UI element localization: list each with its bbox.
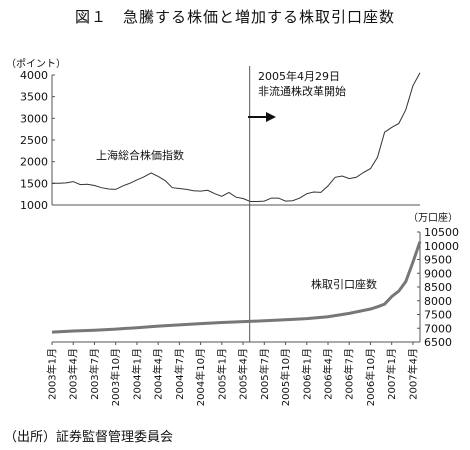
x-tick-label: 2006年10月 <box>364 348 377 406</box>
bottom-y-tick-label: 8000 <box>424 295 452 308</box>
x-tick-label: 2003年7月 <box>88 348 101 400</box>
top-y-tick-label: 4000 <box>20 69 48 82</box>
bottom-y-tick-label: 9000 <box>424 267 452 280</box>
top-y-tick-label: 2000 <box>20 156 48 169</box>
event-date-label: 2005年4月29日 <box>258 69 340 83</box>
x-tick-label: 2007年1月 <box>385 348 398 400</box>
series-label-accounts: 株取引口座数 <box>311 277 377 291</box>
x-tick-label: 2004年7月 <box>173 348 186 400</box>
top-y-tick-label: 3500 <box>20 91 48 104</box>
series-line-accounts <box>51 241 422 334</box>
top-y-tick-label: 1000 <box>20 199 48 212</box>
top-y-tick-label: 1500 <box>20 177 48 190</box>
bottom-y-tick-label: 7500 <box>424 309 452 322</box>
x-tick-label: 2005年1月 <box>215 348 228 400</box>
x-tick-label: 2004年1月 <box>130 348 143 400</box>
top-y-tick-label: 3000 <box>20 112 48 125</box>
x-tick-label: 2004年4月 <box>152 348 165 400</box>
x-tick-label: 2004年10月 <box>194 348 207 406</box>
x-tick-label: 2003年4月 <box>67 348 80 400</box>
bottom-y-tick-label: 8500 <box>424 281 452 294</box>
series-label-index: 上海総合株価指数 <box>96 148 184 162</box>
bottom-y-tick-label: 10000 <box>424 240 459 253</box>
bottom-y-tick-label: 10500 <box>424 226 459 239</box>
source-note: （出所）証券監督管理委員会 <box>4 430 174 445</box>
x-tick-label: 2005年7月 <box>258 348 271 400</box>
series-line-index <box>52 72 421 202</box>
x-tick-label: 2003年10月 <box>109 348 122 406</box>
event-description-label: 非流通株改革開始 <box>258 84 346 98</box>
x-tick-label: 2007年4月 <box>406 348 419 400</box>
bottom-y-unit: （万口座） <box>408 211 458 224</box>
x-tick-label: 2006年1月 <box>300 348 313 400</box>
x-tick-label: 2005年4月 <box>237 348 250 400</box>
top-y-tick-label: 2500 <box>20 134 48 147</box>
bottom-y-tick-label: 6500 <box>424 336 452 349</box>
x-tick-label: 2006年4月 <box>322 348 335 400</box>
event-arrow-head <box>266 112 276 122</box>
x-tick-label: 2006年7月 <box>343 348 356 400</box>
bottom-y-tick-label: 9500 <box>424 254 452 267</box>
figure-title: 図１ 急騰する株価と増加する株取引口座数 <box>74 8 395 26</box>
bottom-y-tick-label: 7000 <box>424 322 452 335</box>
x-tick-label: 2003年1月 <box>46 348 59 400</box>
top-y-unit: （ポイント） <box>6 58 66 70</box>
x-tick-label: 2005年10月 <box>279 348 292 406</box>
